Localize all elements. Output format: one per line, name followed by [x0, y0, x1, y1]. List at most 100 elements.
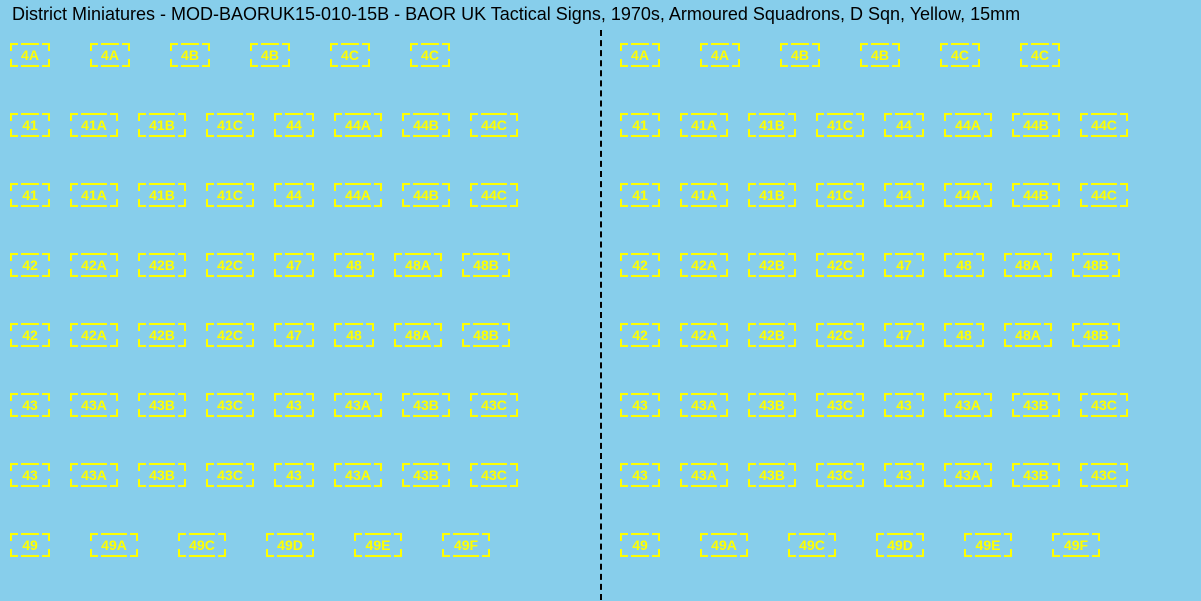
tactical-sign: 49A: [700, 533, 748, 557]
tactical-sign: 41A: [70, 183, 118, 207]
tactical-sign: 42B: [748, 323, 796, 347]
tactical-sign: 43: [884, 463, 924, 487]
decal-row: 4242A42B42C474848A48B4242A42B42C474848A4…: [0, 250, 1201, 280]
tactical-sign: 4C: [330, 43, 370, 67]
tactical-sign: 49E: [964, 533, 1012, 557]
tactical-sign: 44C: [470, 113, 518, 137]
decal-row: 4949A49C49D49E49F4949A49C49D49E49F: [0, 530, 1201, 560]
tactical-sign: 42C: [206, 323, 254, 347]
tactical-sign: 47: [884, 323, 924, 347]
tactical-sign: 43C: [206, 463, 254, 487]
tactical-sign: 43A: [334, 393, 382, 417]
tactical-sign: 44C: [1080, 183, 1128, 207]
decal-row: 4242A42B42C474848A48B4242A42B42C474848A4…: [0, 320, 1201, 350]
tactical-sign: 43C: [470, 463, 518, 487]
tactical-sign: 4B: [860, 43, 900, 67]
tactical-sign: 48A: [1004, 323, 1052, 347]
decal-sheet: 4A4A4B4B4C4C4A4A4B4B4C4C4141A41B41C4444A…: [0, 30, 1201, 601]
page-title: District Miniatures - MOD-BAORUK15-010-1…: [12, 4, 1020, 25]
row-left-half: 4141A41B41C4444A44B44C: [0, 180, 595, 210]
tactical-sign: 48B: [462, 323, 510, 347]
tactical-sign: 41A: [680, 113, 728, 137]
tactical-sign: 43: [274, 463, 314, 487]
tactical-sign: 43: [620, 463, 660, 487]
tactical-sign: 42B: [748, 253, 796, 277]
tactical-sign: 44A: [944, 183, 992, 207]
tactical-sign: 4B: [250, 43, 290, 67]
tactical-sign: 4A: [90, 43, 130, 67]
tactical-sign: 48: [944, 323, 984, 347]
tactical-sign: 48A: [394, 323, 442, 347]
tactical-sign: 49D: [876, 533, 924, 557]
tactical-sign: 43B: [748, 393, 796, 417]
tactical-sign: 4B: [780, 43, 820, 67]
tactical-sign: 48: [334, 253, 374, 277]
tactical-sign: 43B: [138, 463, 186, 487]
tactical-sign: 41C: [206, 183, 254, 207]
tactical-sign: 4A: [10, 43, 50, 67]
tactical-sign: 49D: [266, 533, 314, 557]
tactical-sign: 43B: [1012, 393, 1060, 417]
decal-row: 4141A41B41C4444A44B44C4141A41B41C4444A44…: [0, 180, 1201, 210]
tactical-sign: 44C: [1080, 113, 1128, 137]
tactical-sign: 43C: [816, 463, 864, 487]
tactical-sign: 4A: [700, 43, 740, 67]
tactical-sign: 43C: [1080, 393, 1128, 417]
tactical-sign: 49F: [442, 533, 490, 557]
decal-row: 4343A43B43C4343A43B43C4343A43B43C4343A43…: [0, 460, 1201, 490]
tactical-sign: 43C: [470, 393, 518, 417]
row-right-half: 4A4A4B4B4C4C: [605, 40, 1200, 70]
tactical-sign: 43A: [944, 393, 992, 417]
tactical-sign: 43A: [334, 463, 382, 487]
tactical-sign: 49C: [178, 533, 226, 557]
tactical-sign: 44C: [470, 183, 518, 207]
tactical-sign: 41C: [206, 113, 254, 137]
row-left-half: 4343A43B43C4343A43B43C: [0, 390, 595, 420]
tactical-sign: 44: [274, 183, 314, 207]
tactical-sign: 41A: [680, 183, 728, 207]
tactical-sign: 43B: [402, 393, 450, 417]
row-right-half: 4343A43B43C4343A43B43C: [605, 390, 1200, 420]
tactical-sign: 48B: [1072, 323, 1120, 347]
decal-row: 4141A41B41C4444A44B44C4141A41B41C4444A44…: [0, 110, 1201, 140]
tactical-sign: 41: [10, 113, 50, 137]
tactical-sign: 43: [10, 463, 50, 487]
tactical-sign: 43: [274, 393, 314, 417]
tactical-sign: 42C: [206, 253, 254, 277]
tactical-sign: 4C: [410, 43, 450, 67]
tactical-sign: 44: [884, 183, 924, 207]
tactical-sign: 43C: [816, 393, 864, 417]
tactical-sign: 41C: [816, 183, 864, 207]
tactical-sign: 48A: [394, 253, 442, 277]
tactical-sign: 44B: [1012, 183, 1060, 207]
tactical-sign: 44: [274, 113, 314, 137]
tactical-sign: 42A: [70, 253, 118, 277]
tactical-sign: 49A: [90, 533, 138, 557]
tactical-sign: 43: [620, 393, 660, 417]
tactical-sign: 41B: [748, 183, 796, 207]
tactical-sign: 49: [620, 533, 660, 557]
tactical-sign: 43A: [70, 393, 118, 417]
tactical-sign: 43A: [944, 463, 992, 487]
tactical-sign: 43B: [402, 463, 450, 487]
tactical-sign: 42: [10, 253, 50, 277]
tactical-sign: 43: [10, 393, 50, 417]
tactical-sign: 43B: [1012, 463, 1060, 487]
tactical-sign: 44B: [402, 113, 450, 137]
tactical-sign: 4C: [1020, 43, 1060, 67]
tactical-sign: 42A: [680, 253, 728, 277]
tactical-sign: 49E: [354, 533, 402, 557]
tactical-sign: 44B: [402, 183, 450, 207]
tactical-sign: 49: [10, 533, 50, 557]
decal-row: 4A4A4B4B4C4C4A4A4B4B4C4C: [0, 40, 1201, 70]
tactical-sign: 43A: [680, 463, 728, 487]
tactical-sign: 42: [620, 323, 660, 347]
tactical-sign: 48B: [462, 253, 510, 277]
tactical-sign: 42B: [138, 323, 186, 347]
tactical-sign: 42A: [70, 323, 118, 347]
tactical-sign: 41: [620, 183, 660, 207]
tactical-sign: 41: [620, 113, 660, 137]
tactical-sign: 47: [274, 253, 314, 277]
tactical-sign: 48: [334, 323, 374, 347]
row-left-half: 49 49A 49C 49D 49E 49F: [0, 530, 595, 560]
